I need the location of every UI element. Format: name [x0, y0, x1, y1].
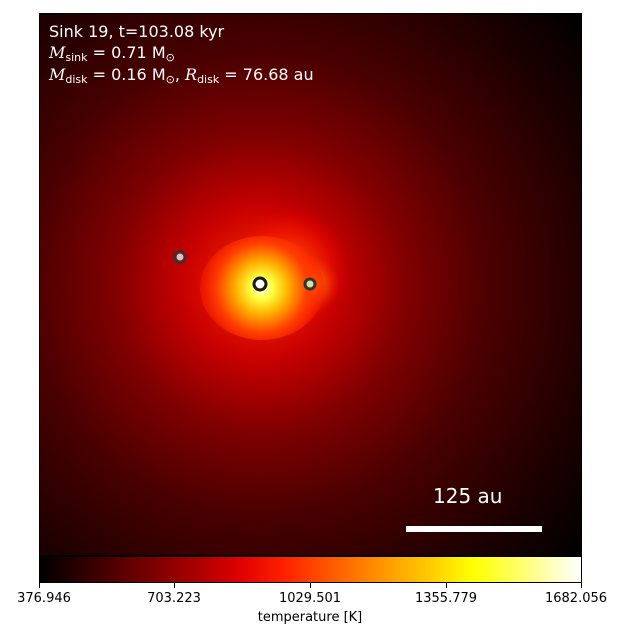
colorbar-tick-label: 1355.779 — [414, 591, 478, 606]
colorbar-tick — [174, 583, 175, 588]
colorbar-tick — [581, 583, 582, 588]
colorbar — [39, 556, 582, 583]
colorbar-label: temperature [K] — [257, 610, 363, 625]
disk-properties-line: Mdisk = 0.16 M⊙, Rdisk = 76.68 au — [49, 65, 314, 86]
colorbar-tick-label: 1029.501 — [278, 591, 342, 606]
colorbar-tick-label: 376.946 — [17, 591, 71, 606]
colorbar-tick — [310, 583, 311, 588]
colorbar-tick — [446, 583, 447, 588]
title-line: Sink 19, t=103.08 kyr — [49, 22, 225, 41]
temperature-map-panel: Sink 19, t=103.08 kyr Msink = 0.71 M⊙ Md… — [39, 13, 582, 556]
sink-companion-right-marker — [303, 277, 317, 291]
sink-companion-left-marker — [173, 250, 187, 264]
temperature-map — [40, 14, 581, 555]
colorbar-tick-label: 1682.056 — [544, 591, 608, 606]
scale-bar — [406, 526, 542, 532]
colorbar-tick-label: 703.223 — [147, 591, 201, 606]
sink-mass-line: Msink = 0.71 M⊙ — [49, 43, 175, 64]
scale-bar-label: 125 au — [433, 484, 503, 508]
sink-primary-marker — [252, 276, 268, 292]
colorbar-tick — [39, 583, 40, 588]
